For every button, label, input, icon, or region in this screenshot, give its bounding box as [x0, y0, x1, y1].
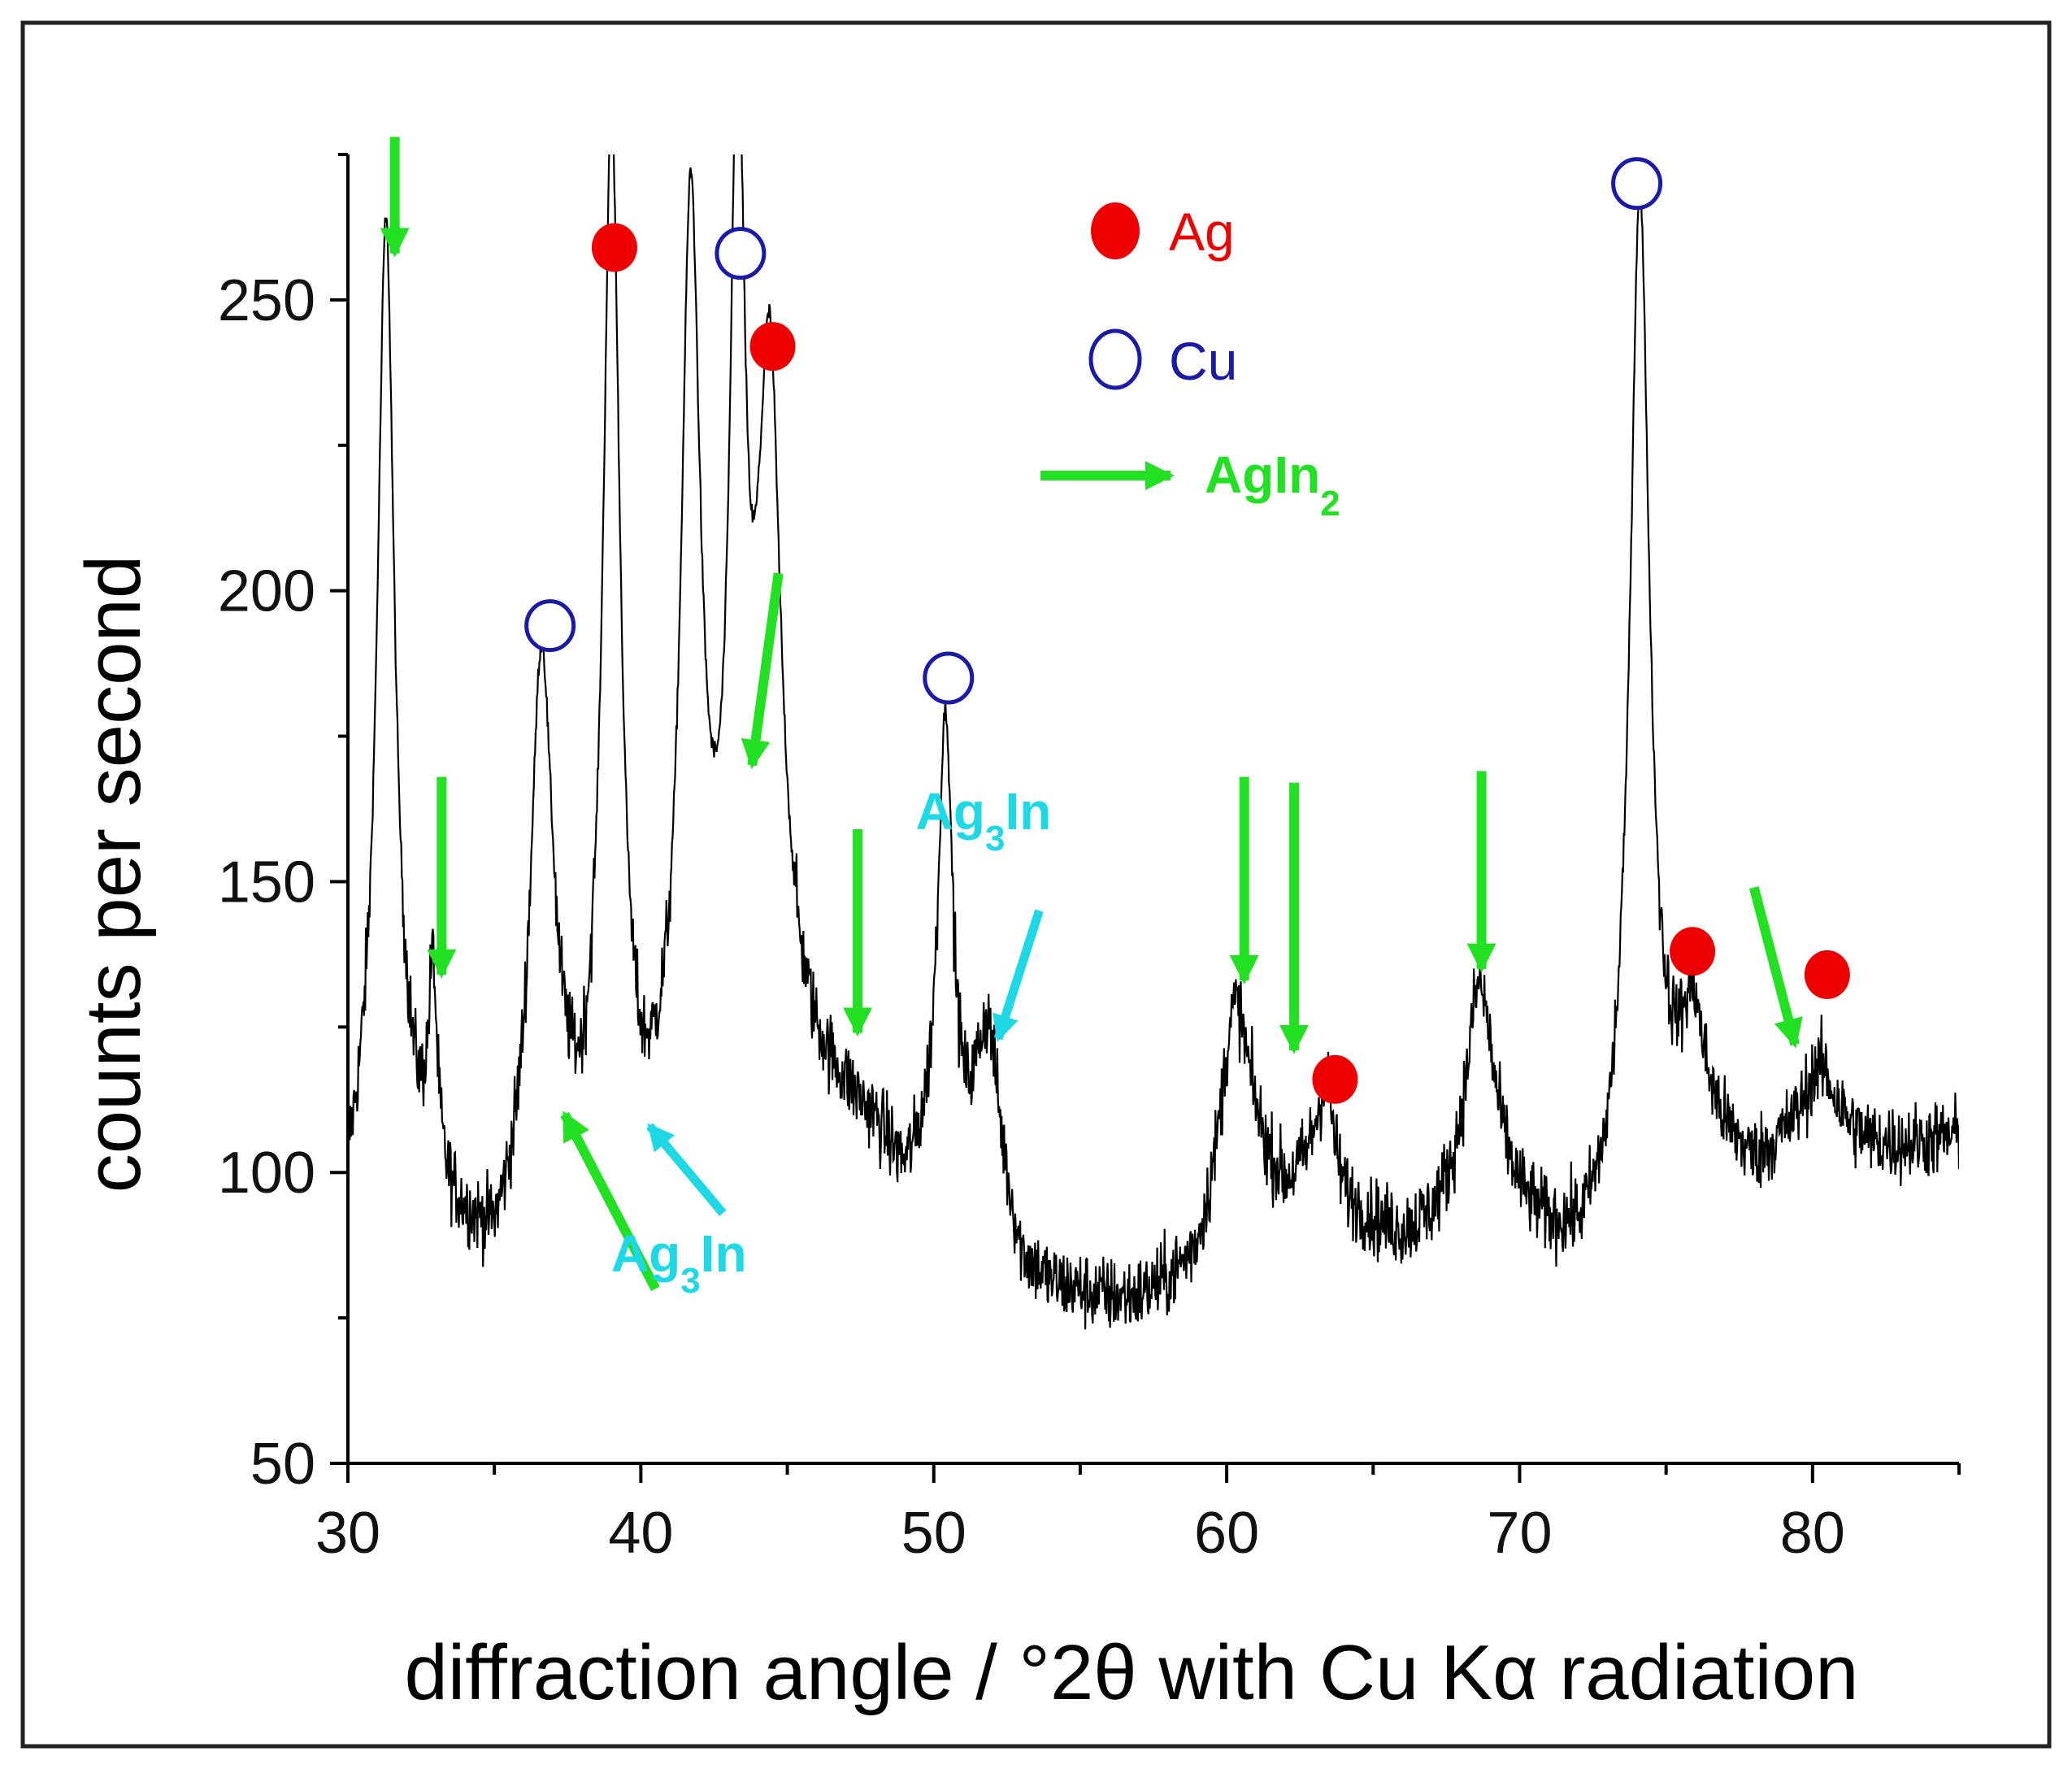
legend: Ag Cu AgIn2: [1040, 202, 1340, 524]
ag3in-label-sub: 3: [985, 819, 1005, 858]
x-tick-label: 70: [1487, 1501, 1552, 1566]
legend-agin2-label: AgIn2: [1205, 446, 1340, 524]
ag-peak-marker: [1670, 927, 1716, 976]
agin2-arrow: [1748, 886, 1803, 1049]
legend-ag-marker: [1091, 202, 1140, 259]
ag-peak-marker: [1312, 1054, 1358, 1104]
y-tick-label: 200: [218, 559, 315, 624]
ag3in-label: Ag3In: [611, 1224, 747, 1301]
ag3in-label: Ag3In: [916, 782, 1052, 858]
legend-agin2-label-main: AgIn: [1205, 446, 1320, 504]
x-tick-label: 50: [901, 1501, 966, 1566]
outer-border: [20, 20, 2052, 1749]
y-tick-label: 150: [218, 850, 315, 915]
cu-peak-marker: [1611, 157, 1663, 211]
ag3in-arrow: [993, 909, 1044, 1042]
x-tick-label: 40: [608, 1501, 673, 1566]
y-axis-title: counts per second: [70, 555, 157, 1193]
ag3in-label-sub: 3: [680, 1261, 700, 1301]
legend-cu-marker: [1088, 328, 1142, 390]
cu-peak-marker: [715, 227, 767, 280]
legend-cu-label: Cu: [1169, 331, 1237, 391]
axes-layer: 50 100 150 200 250 30 40 50 60 70 80: [218, 153, 1961, 1566]
x-tick-label: 80: [1780, 1501, 1845, 1566]
ag-peak-marker: [1804, 950, 1850, 999]
y-tick-label: 100: [218, 1141, 315, 1206]
xrd-trace: [348, 154, 1959, 1330]
ag-peak-marker: [591, 223, 637, 272]
legend-agin2-label-sub: 2: [1320, 484, 1340, 524]
legend-ag-label: Ag: [1169, 202, 1235, 262]
y-tick-label: 250: [218, 268, 315, 333]
ag3in-label-main: Ag: [611, 1224, 680, 1283]
x-axis-title: diffraction angle / °2θ with Cu Kα radia…: [404, 1629, 1858, 1716]
ag3in-arrow: [645, 1123, 727, 1216]
ag-peak-marker: [749, 322, 796, 372]
cu-peak-marker: [923, 651, 975, 705]
agin2-arrow: [560, 1111, 660, 1292]
x-tick-label: 30: [315, 1501, 380, 1566]
ag3in-label-tail: In: [701, 1224, 747, 1283]
cu-peak-marker: [524, 599, 576, 653]
agin2-arrow: [741, 572, 784, 770]
ag3in-label-tail: In: [1005, 782, 1051, 841]
ag3in-label-main: Ag: [916, 782, 985, 841]
x-tick-label: 60: [1194, 1501, 1259, 1566]
y-tick-label: 50: [250, 1432, 315, 1497]
data-layer: [348, 154, 1959, 1330]
